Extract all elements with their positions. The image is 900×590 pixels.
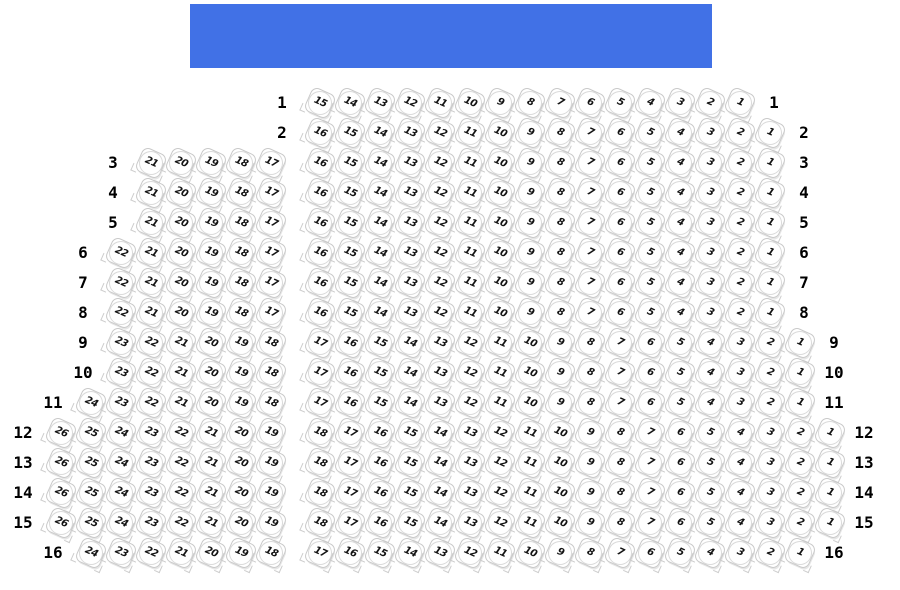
seat[interactable]: 19 <box>253 475 289 511</box>
row-label-left: 4 <box>108 183 118 202</box>
seat[interactable]: 18 <box>253 535 289 571</box>
seat[interactable]: 1 <box>752 145 788 181</box>
seat[interactable]: 17 <box>253 295 289 331</box>
row-label-right: 2 <box>799 123 809 142</box>
row-label-left: 10 <box>73 363 93 382</box>
seat[interactable]: 1 <box>752 235 788 271</box>
row-label-left: 12 <box>13 423 33 442</box>
seat[interactable]: 1 <box>752 295 788 331</box>
seat[interactable]: 1 <box>782 535 818 571</box>
row-label-right: 11 <box>824 393 844 412</box>
row-label-right: 16 <box>824 543 844 562</box>
seat[interactable]: 1 <box>722 85 758 121</box>
seat[interactable]: 1 <box>812 445 848 481</box>
seat[interactable]: 1 <box>752 205 788 241</box>
row-label-left: 1 <box>277 93 287 112</box>
seat[interactable]: 1 <box>782 325 818 361</box>
seat[interactable]: 19 <box>253 505 289 541</box>
row-label-right: 15 <box>854 513 874 532</box>
row-label-right: 1 <box>769 93 779 112</box>
seat[interactable]: 1 <box>812 505 848 541</box>
row-label-left: 5 <box>108 213 118 232</box>
row-label-right: 7 <box>799 273 809 292</box>
seat[interactable]: 17 <box>253 235 289 271</box>
seat[interactable]: 19 <box>253 415 289 451</box>
seat[interactable]: 1 <box>752 115 788 151</box>
seat[interactable]: 18 <box>253 325 289 361</box>
seat[interactable]: 17 <box>253 145 289 181</box>
seat[interactable]: 1 <box>782 385 818 421</box>
seat[interactable]: 1 <box>782 355 818 391</box>
row-label-right: 8 <box>799 303 809 322</box>
row-label-left: 11 <box>43 393 63 412</box>
row-label-left: 8 <box>78 303 88 322</box>
seat[interactable]: 17 <box>253 205 289 241</box>
row-label-right: 14 <box>854 483 874 502</box>
seat[interactable]: 19 <box>253 445 289 481</box>
row-label-left: 14 <box>13 483 33 502</box>
row-label-right: 12 <box>854 423 874 442</box>
row-label-right: 4 <box>799 183 809 202</box>
row-label-left: 3 <box>108 153 118 172</box>
row-label-left: 6 <box>78 243 88 262</box>
row-label-right: 10 <box>824 363 844 382</box>
seat[interactable]: 17 <box>253 265 289 301</box>
row-label-left: 7 <box>78 273 88 292</box>
row-label-right: 6 <box>799 243 809 262</box>
row-label-left: 2 <box>277 123 287 142</box>
seat[interactable]: 1 <box>812 475 848 511</box>
row-label-left: 15 <box>13 513 33 532</box>
row-label-right: 5 <box>799 213 809 232</box>
seat[interactable]: 1 <box>812 415 848 451</box>
seat[interactable]: 1 <box>752 265 788 301</box>
row-label-right: 13 <box>854 453 874 472</box>
seat[interactable]: 1 <box>752 175 788 211</box>
seat[interactable]: 17 <box>253 175 289 211</box>
row-label-right: 9 <box>829 333 839 352</box>
seat[interactable]: 18 <box>253 355 289 391</box>
row-label-left: 13 <box>13 453 33 472</box>
row-label-right: 3 <box>799 153 809 172</box>
stage <box>190 4 712 68</box>
seat[interactable]: 18 <box>253 385 289 421</box>
row-label-left: 9 <box>78 333 88 352</box>
row-label-left: 16 <box>43 543 63 562</box>
